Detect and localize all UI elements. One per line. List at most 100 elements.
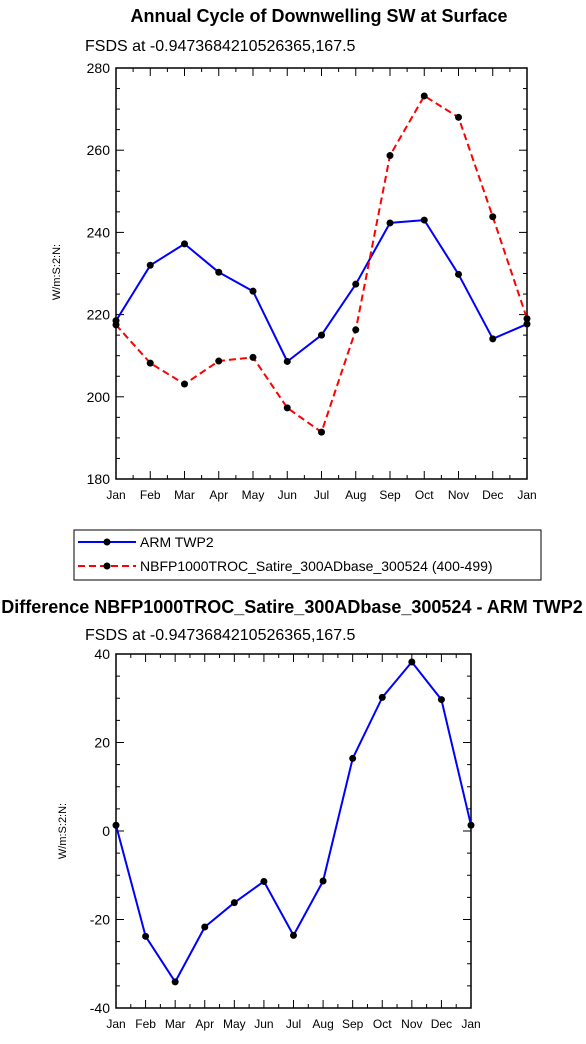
y-tick-label: 20 <box>94 735 110 751</box>
chart-1-title: Annual Cycle of Downwelling SW at Surfac… <box>130 6 507 26</box>
chart-1-ytick-labels: 180 200 220 240 260 280 <box>87 60 111 487</box>
legend-label-model: NBFP1000TROC_Satire_300ADbase_300524 (40… <box>140 558 493 574</box>
data-point <box>146 261 154 269</box>
y-tick-label: 220 <box>87 307 111 323</box>
legend-marker-arm <box>103 538 111 546</box>
data-point <box>523 320 531 328</box>
series-line-0 <box>115 219 528 363</box>
x-tick-label: Apr <box>195 1017 214 1031</box>
x-tick-label: Jun <box>278 488 297 502</box>
data-point <box>386 219 394 227</box>
data-point <box>201 923 209 931</box>
x-tick-label: Aug <box>312 1017 333 1031</box>
data-point <box>260 877 268 885</box>
x-tick-label: Mar <box>174 488 195 502</box>
x-tick-label: Aug <box>345 488 366 502</box>
data-point <box>352 280 360 288</box>
data-point <box>290 931 297 939</box>
x-tick-label: Apr <box>209 488 228 502</box>
data-point <box>230 899 238 907</box>
plot-frame <box>115 67 528 480</box>
data-point <box>319 877 327 885</box>
chart-1-xtick-labels: Jan Feb Mar Apr May Jun Jul Aug Sep Oct Nov Dec Jan <box>106 488 536 502</box>
chart-2-axes <box>115 653 472 1009</box>
y-tick-label: 240 <box>87 224 111 240</box>
data-point <box>249 287 257 295</box>
x-tick-label: Jul <box>286 1017 301 1031</box>
chart-2-ylabel: W/m:S:2:N: <box>57 803 69 859</box>
x-tick-label: Jun <box>254 1017 273 1031</box>
chart-2-ytick-labels: -40 -20 0 20 40 <box>90 646 110 1016</box>
x-tick-label: Jul <box>314 488 329 502</box>
data-point <box>408 658 416 666</box>
y-tick-label: 180 <box>87 471 111 487</box>
data-point <box>112 821 120 829</box>
chart-1-ylabel: W/m:S:2:N: <box>51 244 63 300</box>
data-point <box>318 428 325 436</box>
data-point <box>142 932 150 940</box>
data-point <box>283 357 291 365</box>
data-point <box>489 335 497 343</box>
legend: ARM TWP2 NBFP1000TROC_Satire_300ADbase_3… <box>73 529 542 581</box>
x-tick-label: Nov <box>401 1017 422 1031</box>
x-tick-label: Feb <box>135 1017 156 1031</box>
x-tick-label: Feb <box>140 488 161 502</box>
x-tick-label: Dec <box>431 1017 452 1031</box>
x-tick-label: Jan <box>106 488 125 502</box>
chart-2-series <box>112 658 475 986</box>
y-tick-label: 0 <box>102 823 110 839</box>
data-point <box>352 326 360 334</box>
legend-label-arm: ARM TWP2 <box>140 534 214 550</box>
chart-1-subtitle: FSDS at -0.9473684210526365,167.5 <box>85 38 356 55</box>
chart-1-series <box>112 92 531 436</box>
y-tick-label: 40 <box>94 646 110 662</box>
chart-2-xtick-labels: Jan Feb Mar Apr May Jun Jul Aug Sep Oct Nov Dec Jan <box>106 1017 480 1031</box>
data-point <box>249 353 257 361</box>
x-tick-label: Dec <box>482 488 503 502</box>
chart-2: Difference NBFP1000TROC_Satire_300ADbase… <box>1 597 583 1031</box>
data-point <box>349 754 357 762</box>
data-point <box>112 321 120 329</box>
y-tick-label: -40 <box>90 1000 110 1016</box>
data-point <box>215 268 223 276</box>
data-point <box>420 92 428 100</box>
x-tick-label: Oct <box>415 488 434 502</box>
y-tick-label: -20 <box>90 912 110 928</box>
data-point <box>437 696 445 704</box>
plot-frame <box>115 653 472 1009</box>
data-point <box>378 693 386 701</box>
legend-frame <box>73 529 542 581</box>
data-point <box>146 359 154 367</box>
data-point <box>523 315 531 323</box>
x-tick-label: Jan <box>461 1017 480 1031</box>
x-tick-label: Mar <box>165 1017 186 1031</box>
data-point <box>215 357 223 365</box>
data-point <box>318 331 325 339</box>
x-tick-label: May <box>242 488 265 502</box>
data-point <box>171 978 179 986</box>
x-tick-label: Jan <box>517 488 536 502</box>
x-tick-label: Nov <box>448 488 469 502</box>
data-point <box>386 152 394 160</box>
data-point <box>455 113 462 121</box>
data-point <box>283 404 291 412</box>
chart-2-subtitle: FSDS at -0.9473684210526365,167.5 <box>85 627 356 644</box>
data-point <box>420 216 428 224</box>
data-point <box>467 821 475 829</box>
x-tick-label: May <box>223 1017 246 1031</box>
y-tick-label: 280 <box>87 60 111 76</box>
series-line-1 <box>115 94 528 434</box>
data-point <box>489 213 497 221</box>
chart-1: Annual Cycle of Downwelling SW at Surfac… <box>51 6 537 502</box>
chart-1-axes <box>115 67 528 480</box>
x-tick-label: Sep <box>379 488 401 502</box>
chart-2-title: Difference NBFP1000TROC_Satire_300ADbase… <box>1 597 583 617</box>
y-tick-label: 200 <box>87 389 111 405</box>
x-tick-label: Oct <box>373 1017 392 1031</box>
legend-marker-model <box>103 562 111 570</box>
y-tick-label: 260 <box>87 142 111 158</box>
x-tick-label: Jan <box>106 1017 125 1031</box>
data-point <box>181 240 188 248</box>
x-tick-label: Sep <box>342 1017 364 1031</box>
